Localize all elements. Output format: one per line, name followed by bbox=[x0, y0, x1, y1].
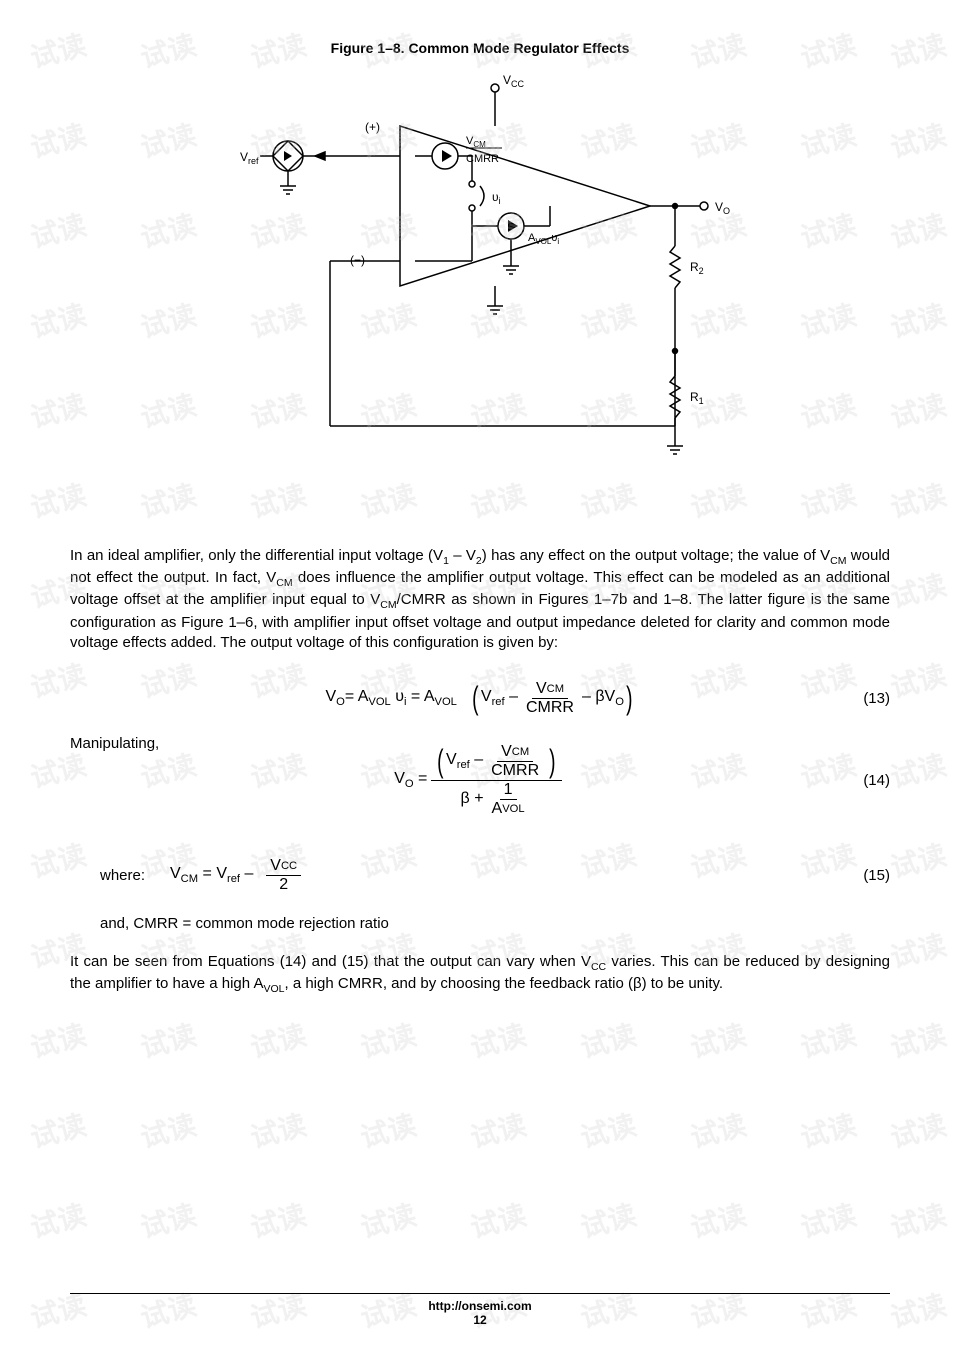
paragraph-1: In an ideal amplifier, only the differen… bbox=[70, 546, 890, 653]
label-vcc: VCC bbox=[503, 73, 525, 89]
label-ui: υi bbox=[492, 190, 501, 206]
label-vo: VO bbox=[715, 200, 730, 216]
where-label: where: bbox=[100, 867, 145, 884]
footer-url: http://onsemi.com bbox=[70, 1299, 890, 1313]
circuit-diagram: VCC Vref (+) (−) VCM CMRR υi AVOLυi VO R… bbox=[220, 66, 740, 466]
eq-num-15: (15) bbox=[863, 867, 890, 884]
label-cmrr: CMRR bbox=[466, 153, 499, 165]
page-footer: http://onsemi.com 12 bbox=[70, 1293, 890, 1327]
label-plus: (+) bbox=[365, 120, 380, 134]
equation-13: VO= AVOL υi = AVOL ( Vref – VCM CMRR – β… bbox=[70, 673, 890, 723]
and-cmrr-label: and, CMRR = common mode rejection ratio bbox=[100, 915, 890, 932]
manipulating-label: Manipulating, bbox=[70, 735, 159, 752]
label-avolui: AVOLυi bbox=[528, 232, 559, 246]
figure-title: Figure 1–8. Common Mode Regulator Effect… bbox=[70, 40, 890, 56]
paragraph-2: It can be seen from Equations (14) and (… bbox=[70, 952, 890, 996]
label-r1: R1 bbox=[690, 390, 704, 406]
equation-14: Manipulating, VO = ( Vref – VCM CMRR ) β… bbox=[70, 735, 890, 825]
figure-1-8: VCC Vref (+) (−) VCM CMRR υi AVOLυi VO R… bbox=[70, 66, 890, 466]
eq-num-14: (14) bbox=[863, 772, 890, 789]
label-vref: Vref bbox=[240, 150, 259, 166]
eq-num-13: (13) bbox=[863, 690, 890, 707]
equation-15: where: VCM = Vref – VCC 2 (15) bbox=[70, 850, 890, 900]
label-vcm: VCM bbox=[466, 135, 486, 149]
label-r2: R2 bbox=[690, 260, 704, 276]
label-minus: (−) bbox=[350, 253, 365, 267]
footer-page: 12 bbox=[70, 1313, 890, 1327]
